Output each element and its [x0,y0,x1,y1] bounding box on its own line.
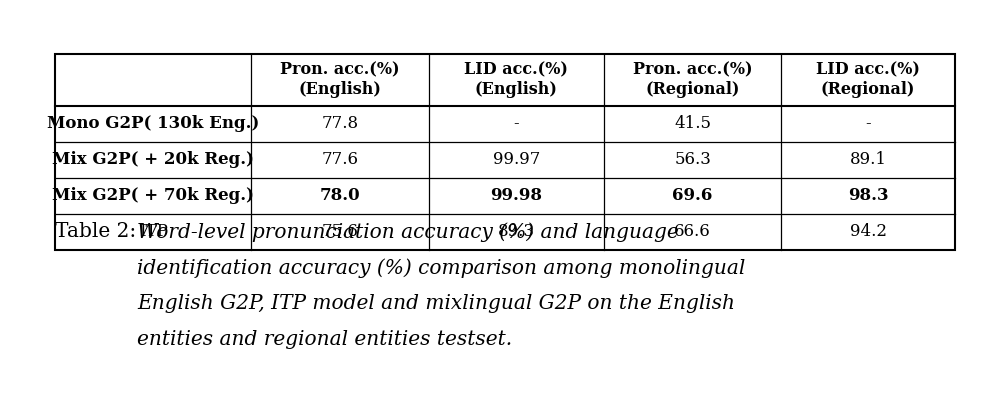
Text: 41.5: 41.5 [674,116,711,133]
Text: Table 2:: Table 2: [55,222,136,241]
Text: Mix G2P( + 20k Reg.): Mix G2P( + 20k Reg.) [52,152,254,168]
Text: 66.6: 66.6 [674,224,711,241]
Text: entities and regional entities testset.: entities and regional entities testset. [137,330,512,349]
Text: Pron. acc.(%)
(Regional): Pron. acc.(%) (Regional) [633,62,753,98]
Text: -: - [514,116,519,133]
Text: 94.2: 94.2 [850,224,886,241]
Text: 99.98: 99.98 [490,187,542,204]
Text: ITP: ITP [138,224,168,241]
Text: identification accuracy (%) comparison among monolingual: identification accuracy (%) comparison a… [137,258,745,278]
Text: 56.3: 56.3 [674,152,711,168]
Text: 89.1: 89.1 [850,152,886,168]
Text: 99.97: 99.97 [493,152,539,168]
Text: Mono G2P( 130k Eng.): Mono G2P( 130k Eng.) [46,116,259,133]
Text: Pron. acc.(%)
(English): Pron. acc.(%) (English) [281,62,399,98]
Text: 69.6: 69.6 [673,187,712,204]
Text: English G2P, ITP model and mixlingual G2P on the English: English G2P, ITP model and mixlingual G2… [137,294,735,313]
Text: 89.3: 89.3 [498,224,535,241]
Text: LID acc.(%)
(Regional): LID acc.(%) (Regional) [816,62,920,98]
Text: Word-level pronunciation accuracy (%) and language: Word-level pronunciation accuracy (%) an… [137,222,679,242]
Text: 77.8: 77.8 [321,116,359,133]
Text: -: - [865,116,871,133]
Text: 75.6: 75.6 [321,224,359,241]
Text: 78.0: 78.0 [319,187,361,204]
Text: 77.6: 77.6 [321,152,359,168]
Text: 98.3: 98.3 [848,187,888,204]
Text: LID acc.(%)
(English): LID acc.(%) (English) [464,62,568,98]
Text: Mix G2P( + 70k Reg.): Mix G2P( + 70k Reg.) [52,187,254,204]
